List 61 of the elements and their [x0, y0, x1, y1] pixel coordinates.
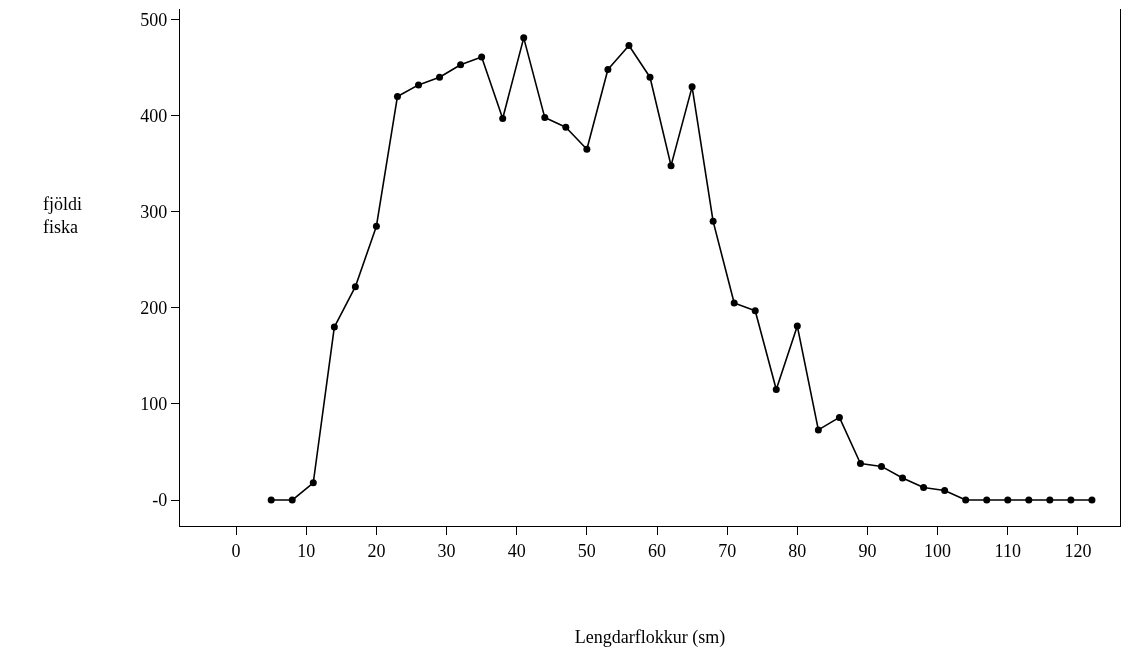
point	[625, 42, 633, 50]
point	[478, 53, 486, 61]
point	[372, 222, 380, 230]
point	[814, 426, 822, 434]
x-tick-label: 40	[507, 540, 526, 561]
y-tick-label: 400	[140, 105, 168, 126]
point	[520, 34, 528, 42]
point	[330, 323, 338, 331]
point	[877, 462, 885, 470]
point	[541, 114, 549, 122]
x-tick-label: 100	[924, 540, 952, 561]
point	[604, 66, 612, 74]
point	[415, 81, 423, 89]
point	[646, 73, 654, 81]
x-axis-title: Lengdarflokkur (sm)	[574, 626, 726, 648]
point	[772, 386, 780, 394]
x-tick-label: 90	[858, 540, 877, 561]
point	[962, 496, 970, 504]
point	[288, 496, 296, 504]
point	[1004, 496, 1012, 504]
y-tick-label: 500	[140, 9, 168, 30]
point	[751, 307, 759, 315]
point	[583, 145, 591, 153]
y-tick-label: 300	[140, 202, 168, 223]
point	[1067, 496, 1075, 504]
x-tick-label: 60	[648, 540, 667, 561]
point	[351, 283, 359, 291]
point	[983, 496, 991, 504]
point	[730, 299, 738, 307]
point	[393, 92, 401, 100]
point	[309, 479, 317, 487]
x-tick-label: 120	[1064, 540, 1092, 561]
x-tick-label: 110	[994, 540, 1021, 561]
point	[436, 73, 444, 81]
point	[562, 123, 570, 131]
point	[709, 217, 717, 225]
point	[667, 162, 675, 170]
point	[941, 486, 949, 494]
point	[1025, 496, 1033, 504]
point	[899, 474, 907, 482]
x-tick-label: 0	[231, 540, 241, 561]
point	[856, 460, 864, 468]
x-tick-label: 70	[718, 540, 737, 561]
x-tick-label: 50	[577, 540, 596, 561]
point	[1088, 496, 1096, 504]
point	[793, 322, 801, 330]
y-tick-label: 200	[140, 298, 168, 319]
point	[499, 115, 507, 123]
y-tick-label: 100	[140, 394, 168, 415]
point	[267, 496, 275, 504]
point	[835, 413, 843, 421]
y-tick-label: -0	[152, 490, 168, 511]
y-axis-title: fjöldi fiska	[43, 194, 82, 238]
x-tick-label: 10	[297, 540, 316, 561]
x-tick-label: 20	[367, 540, 386, 561]
point	[920, 484, 928, 492]
x-tick-label: 80	[788, 540, 807, 561]
point	[457, 61, 465, 69]
point	[1046, 496, 1054, 504]
x-tick-label: 30	[437, 540, 456, 561]
point	[688, 83, 696, 91]
